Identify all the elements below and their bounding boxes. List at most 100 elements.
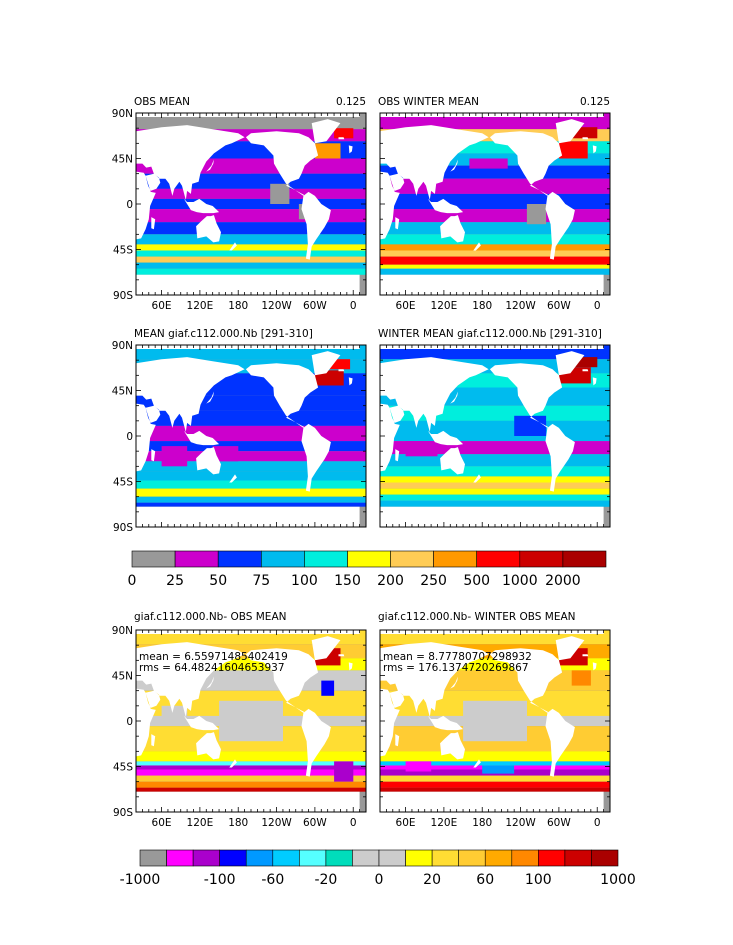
- x-tick-label: 60W: [303, 817, 327, 829]
- field-band: [136, 234, 366, 245]
- field-patch: [219, 163, 251, 174]
- field-patch: [327, 359, 351, 370]
- colorbar-swatch: [562, 550, 607, 568]
- field-patch: [571, 670, 591, 686]
- land-mass: [136, 345, 360, 527]
- field-band: [136, 113, 366, 130]
- colorbar-label: 0: [128, 573, 137, 589]
- colorbar-label: 20: [423, 872, 441, 888]
- land-mass: [380, 345, 604, 527]
- colorbar-swatch: [511, 849, 539, 867]
- field-band: [380, 264, 610, 269]
- y-tick-label: 45S: [113, 477, 133, 489]
- map-panel-obs-winter-mean: OBS WINTER MEAN 0.125 60E 120E 180 120W 60W 0: [378, 96, 611, 312]
- field-band: [136, 244, 366, 251]
- land-mass: [136, 630, 360, 812]
- landmask: [380, 345, 604, 527]
- x-tick-label: 60E: [152, 300, 172, 312]
- field-band: [136, 451, 366, 462]
- x-tick-label: 120E: [187, 300, 214, 312]
- y-tick-label: 45N: [112, 154, 133, 166]
- field-band: [380, 244, 610, 251]
- colorbar-label: 0: [375, 872, 384, 888]
- field-band: [136, 198, 366, 209]
- field-band: [136, 761, 366, 766]
- field-band: [380, 761, 610, 766]
- x-tick-label: 120E: [187, 817, 214, 829]
- colorbar-label: 250: [420, 573, 447, 589]
- landmask: [380, 630, 604, 812]
- field-band: [380, 209, 610, 223]
- field-band: [136, 787, 366, 792]
- landmask: [136, 345, 360, 527]
- stat-rms: rms = 64.48241604653937: [139, 662, 285, 674]
- panel-title: OBS WINTER MEAN: [378, 96, 479, 108]
- x-tick-label: 60E: [396, 817, 416, 829]
- field-band: [380, 488, 610, 495]
- colorbar-label: 150: [334, 573, 361, 589]
- colorbar-swatch: [298, 849, 327, 867]
- x-tick-label: 120W: [505, 300, 536, 312]
- colorbar-swatch: [458, 849, 486, 867]
- field-band: [380, 476, 610, 483]
- x-tick-label: 0: [350, 300, 357, 312]
- field-patch: [270, 183, 290, 204]
- y-tick-label: 0: [126, 431, 133, 443]
- field-band: [136, 256, 366, 263]
- field-band: [380, 482, 610, 489]
- panel-title: giaf.c112.000.Nb- WINTER OBS MEAN: [378, 611, 576, 623]
- x-tick-label: 60E: [396, 300, 416, 312]
- colorbar-label: -1000: [120, 872, 161, 888]
- field-band: [380, 250, 610, 257]
- landmask: [136, 630, 360, 812]
- colorbar-swatch: [272, 849, 300, 867]
- x-tick-label: 120W: [505, 817, 536, 829]
- field-band: [136, 222, 366, 235]
- field-patch: [334, 128, 354, 139]
- field-patch: [514, 415, 547, 436]
- field-band: [380, 781, 610, 788]
- field-patch: [469, 158, 508, 169]
- field-patch: [219, 700, 283, 742]
- field-patch: [161, 705, 188, 721]
- field-band: [380, 256, 610, 265]
- field-band: [136, 496, 366, 503]
- colorbar-swatch: [390, 550, 434, 568]
- colorbar-swatch: [347, 550, 391, 568]
- field-patch: [574, 357, 598, 368]
- colorbar-label: 1000: [502, 573, 538, 589]
- x-tick-label: 0: [594, 300, 601, 312]
- field-patch: [321, 680, 335, 696]
- landmask: [136, 113, 360, 295]
- stat-rms: rms = 176.1374720269867: [383, 662, 529, 674]
- map-panel-obs-mean: OBS MEAN 0.125 60E 120E 180 120W 60W 0 90N 45N 0…: [112, 96, 367, 312]
- stat-mean: mean = 6.55971485402419: [139, 651, 288, 663]
- colorbar-swatch: [217, 550, 262, 568]
- y-tick-label: 45S: [113, 245, 133, 257]
- field-band: [380, 222, 610, 235]
- field-patch: [405, 441, 438, 457]
- field-band: [380, 494, 610, 501]
- field-patch: [314, 143, 341, 159]
- x-tick-label: 60W: [547, 300, 571, 312]
- panel-title: OBS MEAN: [134, 96, 190, 108]
- x-tick-label: 0: [594, 817, 601, 829]
- x-tick-label: 180: [472, 300, 492, 312]
- field-band: [380, 268, 610, 275]
- map-panel-diff-winter-mean: giaf.c112.000.Nb- WINTER OBS MEAN mean =…: [378, 611, 611, 829]
- colorbar-label: 75: [252, 573, 270, 589]
- colorbar-swatch: [484, 849, 513, 867]
- colorbar-swatch: [564, 849, 592, 867]
- field-band: [380, 787, 610, 792]
- colorbar-swatch: [131, 550, 176, 568]
- axis-ticks: 60E 120E 180 120W 60W 0 90N 45N 0 45S 90S: [112, 625, 367, 829]
- y-tick-label: 90N: [112, 340, 133, 352]
- landmask: [380, 113, 604, 295]
- x-tick-label: 120E: [431, 300, 458, 312]
- field-band: [136, 461, 366, 472]
- land-mass: [380, 630, 604, 812]
- panel-title: giaf.c112.000.Nb- OBS MEAN: [134, 611, 286, 623]
- colorbar-swatch: [192, 849, 221, 867]
- x-tick-label: 60W: [547, 817, 571, 829]
- map-panel-diff-mean: giaf.c112.000.Nb- OBS MEAN mean = 6.5597…: [112, 611, 367, 829]
